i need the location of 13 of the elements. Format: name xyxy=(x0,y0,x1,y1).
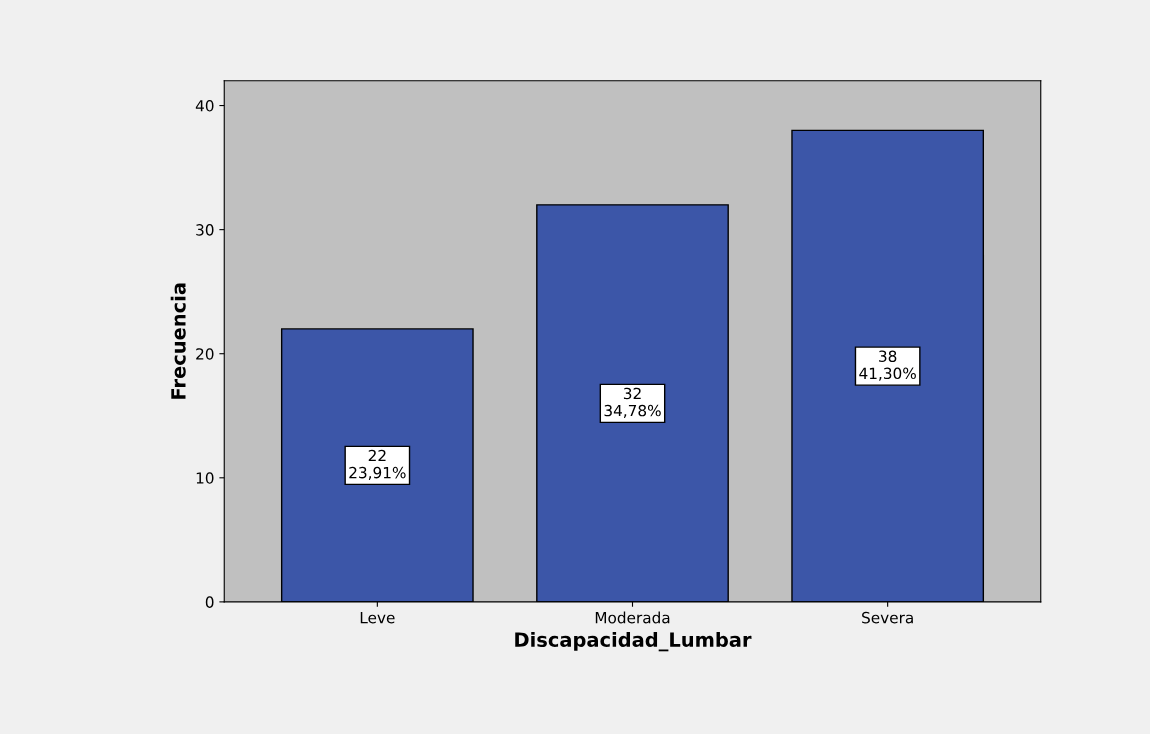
y-tick-label: 0 xyxy=(205,596,214,608)
data-label: 38 41,30% xyxy=(859,350,916,381)
y-tick-label: 10 xyxy=(196,472,214,484)
y-tick-label: 20 xyxy=(196,348,214,360)
data-label: 32 34,78% xyxy=(604,387,661,418)
x-tick-label: Severa xyxy=(862,611,913,624)
x-tick-label: Moderada xyxy=(595,611,670,624)
y-axis-title: Frecuencia xyxy=(170,283,186,399)
data-label: 22 23,91% xyxy=(349,449,406,480)
x-axis-title: Discapacidad_Lumbar xyxy=(515,631,752,652)
y-tick-label: 30 xyxy=(196,224,214,236)
x-tick-label: Leve xyxy=(360,612,395,624)
y-tick-label: 40 xyxy=(195,100,214,112)
